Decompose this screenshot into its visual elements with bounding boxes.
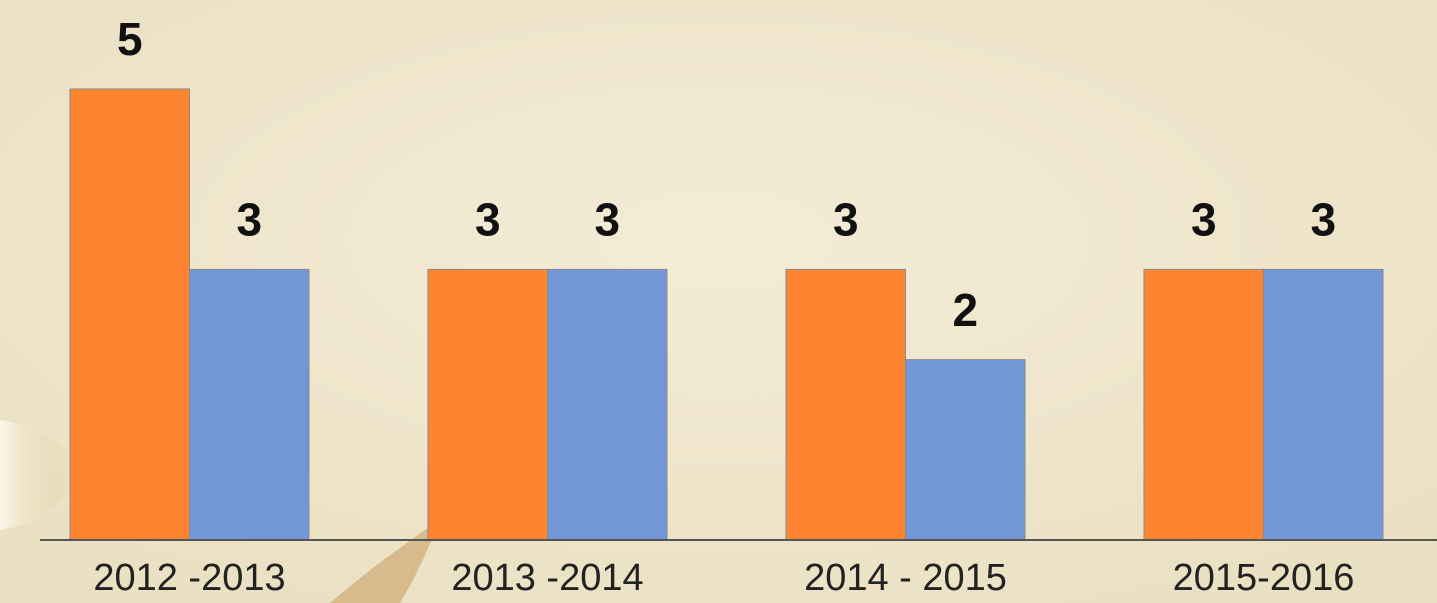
- bar: [1144, 269, 1264, 540]
- bar: [428, 269, 548, 540]
- bar: [70, 89, 190, 540]
- bar: [906, 360, 1026, 540]
- chart: 5 3 3 3 3 2 3 3 2012 -2013 2013 -2014 2014 - 2015…: [0, 0, 1437, 603]
- bar: [786, 269, 906, 540]
- bar: [190, 269, 310, 540]
- page: {"chart_data": {"type": "bar", "categori…: [0, 0, 1437, 603]
- value-label: 3: [833, 194, 859, 246]
- value-label: 3: [1310, 194, 1336, 246]
- x-tick-label: 2012 -2013: [93, 557, 285, 599]
- bar: [1264, 269, 1384, 540]
- value-label: 3: [236, 194, 262, 246]
- x-tick-label: 2015-2016: [1173, 557, 1355, 599]
- bar: [548, 269, 668, 540]
- value-label: 3: [594, 194, 620, 246]
- value-label: 3: [1191, 194, 1217, 246]
- value-label: 5: [117, 13, 143, 65]
- x-tick-label: 2013 -2014: [451, 557, 643, 599]
- value-label: 3: [475, 194, 501, 246]
- x-tick-label: 2014 - 2015: [804, 557, 1007, 599]
- value-label: 2: [952, 284, 978, 336]
